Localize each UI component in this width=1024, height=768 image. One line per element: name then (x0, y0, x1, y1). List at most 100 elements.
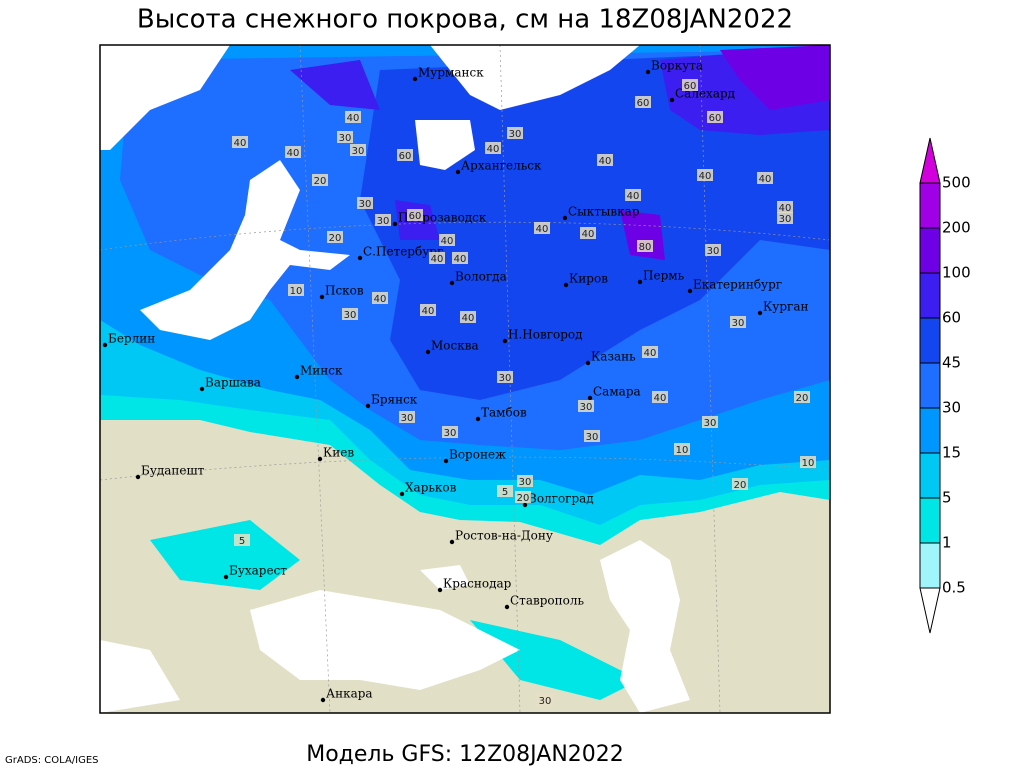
contour-label-box (285, 146, 301, 158)
city-dot (522, 502, 528, 508)
contour-label: 20 (314, 176, 327, 187)
contour-label: 40 (374, 294, 387, 305)
snow-area (290, 60, 380, 110)
contour-label-box (420, 304, 436, 316)
contour-label: 30 (509, 129, 522, 140)
contour-label-box (800, 456, 816, 468)
legend-level: 200 (942, 219, 971, 237)
contour-label-box (460, 311, 476, 323)
city-label: Казань (591, 350, 636, 364)
city-dot (757, 310, 763, 316)
model-caption: Модель GFS: 12Z08JAN2022 (306, 742, 624, 767)
contour-label-box (584, 430, 600, 442)
snow-area (720, 45, 830, 110)
sea (100, 45, 230, 150)
contour-label: 40 (644, 348, 657, 359)
contour-label: 40 (487, 144, 500, 155)
contour-label-box (642, 346, 658, 358)
city-dot (475, 416, 481, 422)
contour-label: 30 (732, 318, 745, 329)
contour-label: 30 (339, 133, 352, 144)
contour-label: 5 (239, 536, 245, 547)
legend-swatch (919, 182, 941, 229)
city-dot (317, 456, 323, 462)
contour-label-box (515, 491, 531, 503)
city-label: Архангельск (461, 159, 542, 173)
title: Высота снежного покрова, см на 18Z08JAN2… (137, 5, 793, 35)
city-dot (320, 697, 326, 703)
contour-label-box (497, 485, 513, 497)
contour-label: 30 (444, 428, 457, 439)
city-dot (455, 169, 461, 175)
contour-label-box (375, 214, 391, 226)
legend-level: 30 (942, 399, 961, 417)
city-dot (102, 342, 108, 348)
city-dot (587, 395, 593, 401)
contour-label-box (534, 222, 550, 234)
city-dot (637, 279, 643, 285)
snow-area (360, 50, 830, 400)
contour-label-box (429, 252, 445, 264)
contour-label: 40 (627, 191, 640, 202)
city-dot (502, 338, 508, 344)
contour-label: 30 (377, 216, 390, 227)
contour-label: 40 (759, 174, 772, 185)
city-dot (585, 360, 591, 366)
contour-label-box (407, 209, 423, 221)
city-dot (199, 386, 205, 392)
contour-label: 20 (329, 233, 342, 244)
snow-area (150, 520, 300, 590)
city-label: Псков (325, 284, 364, 298)
snow-area (470, 620, 640, 700)
contour-label-box (732, 478, 748, 490)
city-layer: Мурманск ВоркутаСалехардАрхангельскПетроз… (102, 59, 808, 703)
city-label: Волгоград (528, 492, 594, 506)
contour-label-box (777, 201, 793, 213)
contour-label: 40 (699, 171, 712, 182)
contour-label: 80 (639, 242, 652, 253)
city-label: Киев (323, 446, 354, 460)
city-dot (319, 294, 325, 300)
contour-label: 60 (637, 98, 650, 109)
city-label: Ростов-на-Дону (455, 529, 553, 543)
city-dot (645, 69, 651, 75)
sea (600, 540, 690, 713)
city-label: Самара (593, 385, 641, 399)
city-dot (443, 458, 449, 464)
legend-level: 100 (942, 264, 971, 282)
contour-label-box (757, 172, 773, 184)
city-label: Варшава (205, 376, 261, 390)
city-dot (135, 474, 141, 480)
contour-label-box (702, 416, 718, 428)
city-label: Тамбов (481, 406, 527, 420)
contour-label: 60 (409, 211, 422, 222)
contour-label-box (794, 391, 810, 403)
city-dot (223, 574, 229, 580)
contour-label: 40 (431, 254, 444, 265)
contour-label: 30 (586, 432, 599, 443)
city-dot (449, 280, 455, 286)
city-label: Брянск (371, 393, 418, 407)
city-label: Минск (300, 364, 343, 378)
legend-swatch (919, 407, 941, 454)
contour-label: 10 (676, 445, 689, 456)
contour-label-box (452, 252, 468, 264)
contour-label-box (705, 244, 721, 256)
contour-label: 20 (796, 393, 809, 404)
city-dot (687, 288, 693, 294)
city-dot (425, 349, 431, 355)
contour-label: 60 (399, 151, 412, 162)
legend-swatch (919, 452, 941, 499)
contour-label-box (635, 96, 651, 108)
city-dot (669, 97, 675, 103)
city-dot (563, 282, 569, 288)
sea (420, 565, 470, 590)
city-label: С.Петербург (363, 245, 443, 259)
contour-label-box (350, 144, 366, 156)
contour-label: 30 (519, 477, 532, 488)
contour-label: 40 (654, 393, 667, 404)
city-label: Ставрополь (510, 594, 584, 608)
city-label: Харьков (405, 481, 457, 495)
contour-label-box (397, 149, 413, 161)
